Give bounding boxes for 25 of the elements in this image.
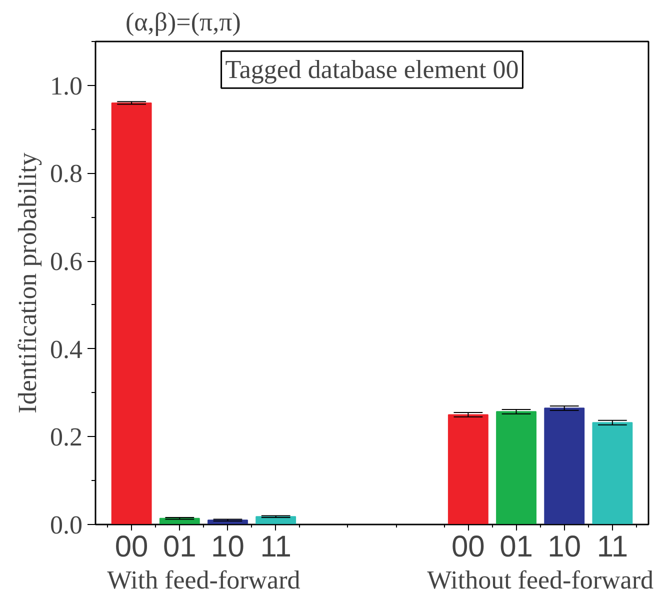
x-tick-label: 11 [260, 530, 292, 564]
text: Without feed-forward [427, 566, 654, 594]
bar [111, 102, 152, 524]
y-tick-label: 0.0 [50, 510, 82, 540]
x-tick-label: 01 [162, 530, 196, 564]
annotation: Tagged database element 00 [225, 55, 519, 84]
bar [544, 408, 585, 524]
y-tick-label: 1.0 [50, 71, 82, 100]
bar [496, 411, 536, 524]
y-tick-label: 0.2 [50, 422, 82, 452]
text: With feed-forward [107, 566, 300, 594]
x-tick-label: 10 [548, 530, 582, 564]
x-tick-label: 00 [451, 530, 485, 564]
bar [592, 422, 633, 524]
x-tick-label: 11 [596, 530, 628, 564]
y-tick-label: 0.6 [50, 247, 82, 276]
x-tick-label: 00 [114, 530, 148, 564]
y-tick-label: 0.8 [50, 159, 82, 188]
x-tick-label: 10 [211, 530, 244, 564]
chart-title: (α,β)=(π,π) [126, 8, 241, 36]
y-tick-label: 0.4 [50, 334, 82, 364]
bar [256, 516, 296, 524]
bar [448, 414, 488, 524]
y-axis-title: Identification probability [13, 152, 42, 414]
x-tick-label: 01 [500, 530, 533, 564]
